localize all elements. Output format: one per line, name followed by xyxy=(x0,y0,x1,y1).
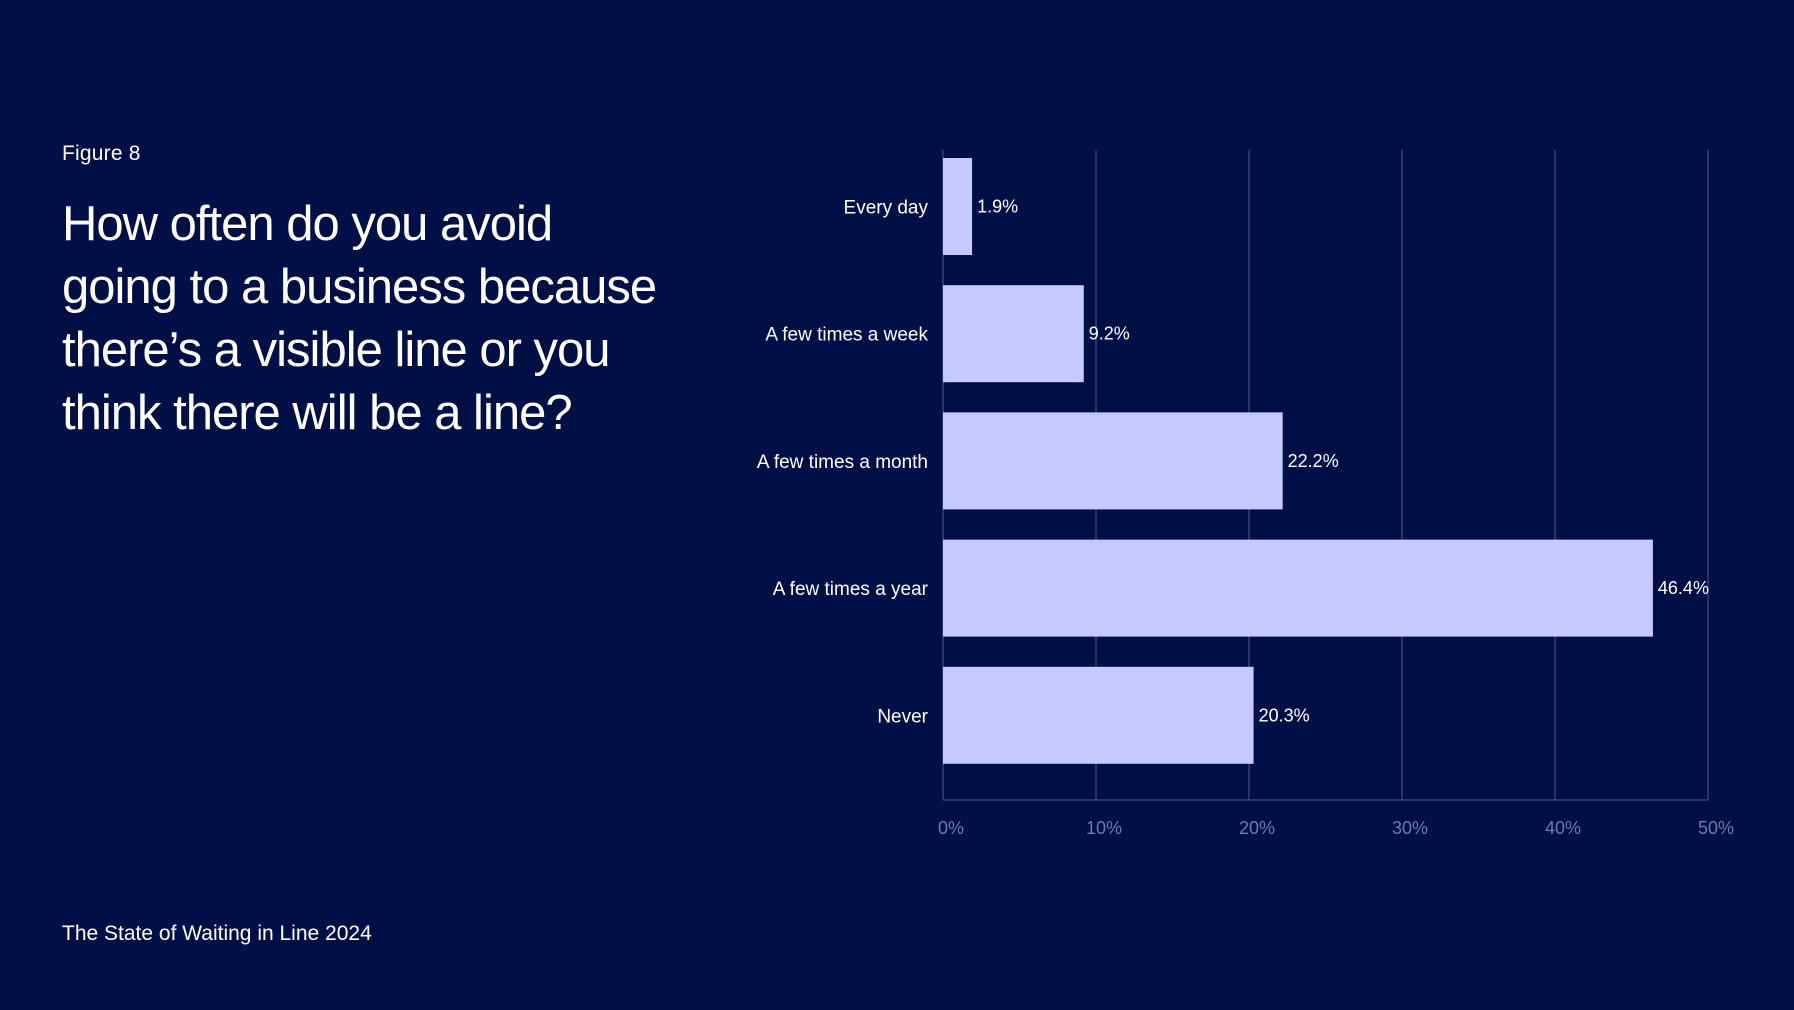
report-source: The State of Waiting in Line 2024 xyxy=(62,922,372,945)
bar xyxy=(943,158,973,255)
category-label: A few times a month xyxy=(757,452,928,473)
bar xyxy=(943,285,1084,383)
x-tick-label: 10% xyxy=(1086,818,1122,838)
category-label: A few times a week xyxy=(765,325,928,346)
bar xyxy=(943,666,1254,764)
label-layer: 0% 10% 20% 30% 40% 50% Every day 1.9% A few time… xyxy=(757,197,1734,839)
value-label: 20.3% xyxy=(1259,705,1310,725)
category-label: A few times a year xyxy=(773,579,929,600)
category-label: Never xyxy=(877,706,928,727)
bar-layer xyxy=(943,158,1653,764)
x-tick-label: 30% xyxy=(1392,818,1428,838)
category-label: Every day xyxy=(844,198,929,219)
bar xyxy=(943,412,1283,510)
x-tick-label: 50% xyxy=(1698,818,1734,838)
value-label: 22.2% xyxy=(1288,451,1339,471)
x-tick-label: 0% xyxy=(938,818,964,838)
value-label: 46.4% xyxy=(1658,578,1709,598)
bar xyxy=(943,539,1653,637)
chart-question-title: How often do you avoid going to a busine… xyxy=(62,197,657,440)
figure-label: Figure 8 xyxy=(62,142,141,165)
x-tick-label: 20% xyxy=(1239,818,1275,838)
x-tick-label: 40% xyxy=(1545,818,1581,838)
value-label: 9.2% xyxy=(1089,324,1130,344)
value-label: 1.9% xyxy=(977,197,1018,217)
